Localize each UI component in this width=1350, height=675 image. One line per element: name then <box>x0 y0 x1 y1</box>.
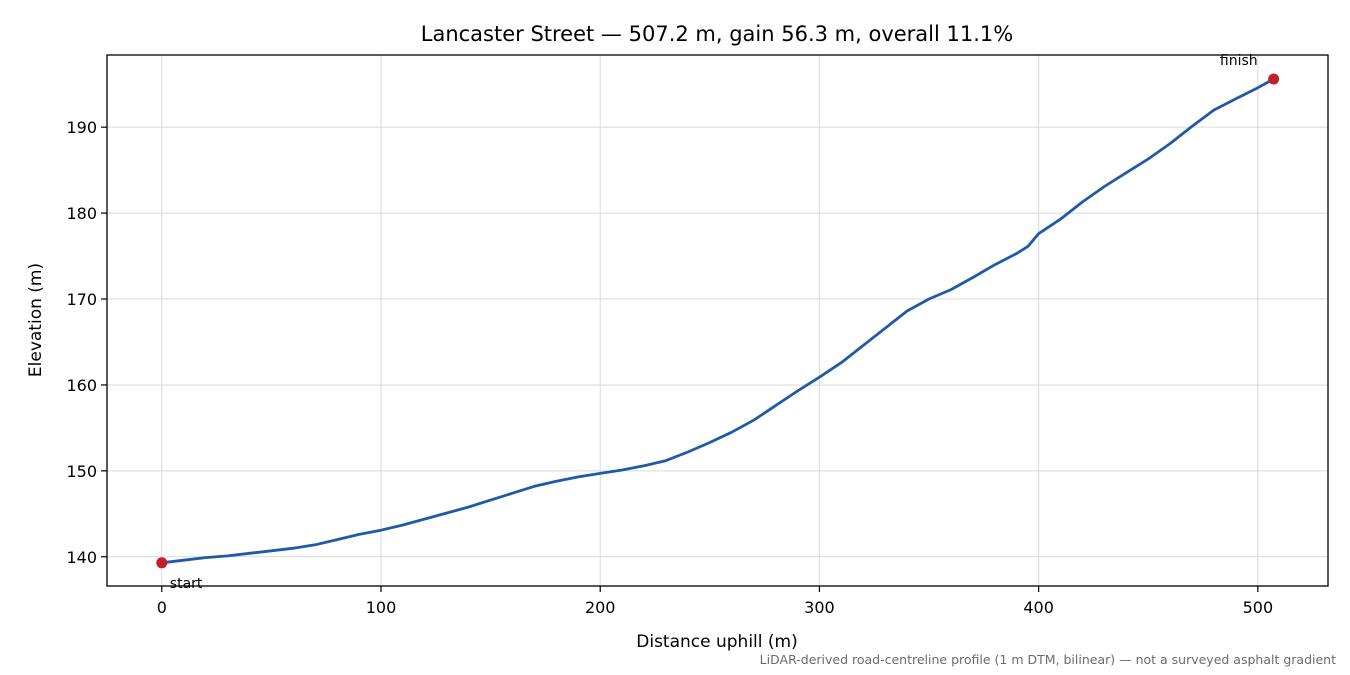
y-tick-label: 180 <box>66 204 97 223</box>
chart-title: Lancaster Street — 507.2 m, gain 56.3 m,… <box>421 22 1013 46</box>
y-tick-label: 170 <box>66 290 97 309</box>
y-axis-label: Elevation (m) <box>26 263 46 377</box>
plot-frame <box>106 54 1329 587</box>
x-tick-label: 300 <box>804 598 835 617</box>
start-marker <box>156 557 168 569</box>
y-tick-label: 150 <box>66 462 97 481</box>
y-tick-label: 160 <box>66 376 97 395</box>
y-tick-label: 140 <box>66 548 97 567</box>
data-source-note: LiDAR-derived road-centreline profile (1… <box>760 652 1336 667</box>
x-axis-label: Distance uphill (m) <box>636 632 797 652</box>
x-tick-label: 200 <box>585 598 616 617</box>
finish-label: finish <box>1220 53 1258 69</box>
x-tick-label: 100 <box>366 598 397 617</box>
x-tick-label: 500 <box>1243 598 1274 617</box>
x-tick-label: 400 <box>1023 598 1054 617</box>
start-label: start <box>170 576 203 592</box>
axis-ticks: 0 100 200 300 400 500 140 150 160 170 180 190 <box>66 118 1273 617</box>
x-tick-label: 0 <box>157 598 167 617</box>
finish-marker <box>1268 73 1280 85</box>
endpoint-markers: start finish <box>156 53 1280 592</box>
elevation-line <box>160 77 1275 565</box>
grid-lines <box>107 55 1328 586</box>
y-tick-label: 190 <box>66 118 97 137</box>
